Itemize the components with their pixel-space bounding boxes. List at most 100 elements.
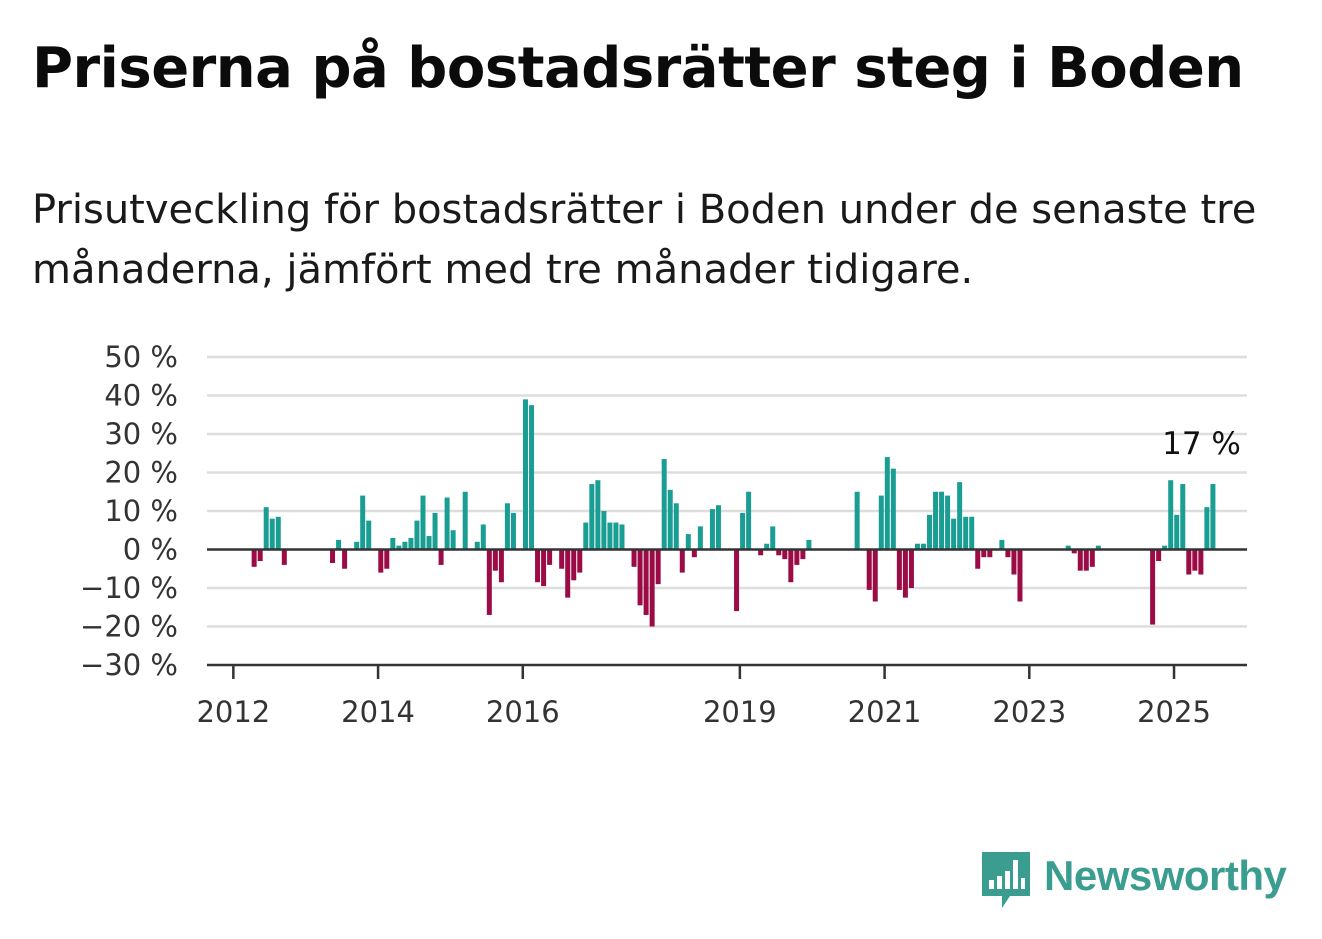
y-tick-label: −20 % xyxy=(80,610,178,644)
y-tick-label: 0 % xyxy=(123,533,178,567)
bar xyxy=(523,399,528,550)
bar xyxy=(920,543,926,550)
x-tick-label: 2023 xyxy=(992,695,1066,729)
bar xyxy=(336,539,342,550)
bar xyxy=(1150,549,1156,625)
bar xyxy=(535,549,541,583)
bar xyxy=(541,549,547,587)
bar xyxy=(927,514,933,550)
bar xyxy=(1011,549,1017,575)
bar xyxy=(378,549,384,573)
bar xyxy=(1180,484,1186,550)
bar xyxy=(637,549,643,606)
bar xyxy=(655,549,661,585)
bar xyxy=(975,549,981,569)
bar xyxy=(384,549,390,569)
bar xyxy=(444,497,450,550)
bar xyxy=(764,543,770,550)
bar xyxy=(661,459,667,550)
bar xyxy=(981,549,987,558)
bar xyxy=(257,549,263,562)
x-tick-label: 2025 xyxy=(1137,695,1211,729)
y-tick-label: 30 % xyxy=(104,417,178,451)
bar xyxy=(529,405,535,550)
bar xyxy=(498,549,504,583)
bar xyxy=(1198,549,1204,575)
bar xyxy=(957,482,963,550)
bar xyxy=(619,524,625,550)
chart-title: Priserna på bostadsrätter steg i Boden xyxy=(32,36,1244,101)
x-tick-label: 2021 xyxy=(848,695,922,729)
bar xyxy=(1083,549,1089,571)
bar xyxy=(782,549,788,560)
bar-chart: −30 % −20 % −10 % 0 % 10 % 20 % 30 % 40 % 50 % 20… xyxy=(80,340,1247,729)
x-tick-label: 2016 xyxy=(486,695,560,729)
bar xyxy=(945,495,951,550)
bar xyxy=(402,541,408,550)
bar xyxy=(354,541,360,550)
bar xyxy=(697,526,703,550)
bar xyxy=(1005,549,1011,558)
bar xyxy=(1071,549,1077,554)
chart-subtitle: Prisutveckling för bostadsrätter i Boden… xyxy=(32,187,1257,293)
bar xyxy=(987,549,993,558)
tick-labels: −30 % −20 % −10 % 0 % 10 % 20 % 30 % 40 % 50 % 20… xyxy=(80,340,1241,729)
bar xyxy=(649,549,655,627)
bar xyxy=(1065,545,1071,550)
y-tick-label: 10 % xyxy=(104,494,178,528)
grid-lines xyxy=(207,355,1247,628)
bar xyxy=(667,489,673,550)
bar xyxy=(607,522,613,550)
bar xyxy=(1095,545,1101,550)
bar xyxy=(281,549,287,565)
bar xyxy=(613,522,619,550)
bar xyxy=(673,503,679,550)
bar xyxy=(486,549,492,615)
bar xyxy=(1192,549,1198,571)
bar xyxy=(800,549,806,560)
latest-value-annotation: 17 % xyxy=(1162,426,1241,462)
bar xyxy=(601,511,607,550)
bar xyxy=(715,505,721,550)
bar xyxy=(691,549,697,558)
bar xyxy=(263,507,269,550)
bar xyxy=(504,503,510,550)
bar xyxy=(631,549,637,567)
newsworthy-logo: Newsworthy xyxy=(980,850,1287,910)
bar xyxy=(806,539,812,550)
bar xyxy=(890,468,896,550)
bar xyxy=(878,495,884,550)
bar xyxy=(571,549,577,581)
bar xyxy=(770,526,776,550)
brand-name: Newsworthy xyxy=(1044,852,1287,899)
bar xyxy=(510,512,516,550)
bar xyxy=(577,549,583,573)
bar xyxy=(1089,549,1095,567)
bar xyxy=(547,549,553,565)
bar xyxy=(788,549,794,583)
x-tick-label: 2012 xyxy=(196,695,270,729)
y-tick-label: 40 % xyxy=(104,379,178,413)
bar xyxy=(414,520,420,550)
bar xyxy=(565,549,571,598)
bar xyxy=(432,512,438,550)
bar xyxy=(679,549,685,573)
bar xyxy=(914,543,920,550)
bar xyxy=(1077,549,1083,571)
bar xyxy=(963,516,969,550)
bar xyxy=(1156,549,1162,562)
bar xyxy=(896,549,902,590)
bar xyxy=(595,480,601,550)
bar xyxy=(951,518,957,550)
bar xyxy=(474,541,480,550)
bar xyxy=(908,549,914,588)
bar xyxy=(583,522,589,550)
newsworthy-logo-icon xyxy=(982,852,1030,908)
bar xyxy=(794,549,800,565)
bar xyxy=(1186,549,1192,575)
bars xyxy=(251,399,1216,627)
bar xyxy=(746,491,752,550)
bar xyxy=(589,484,595,550)
x-tick-label: 2019 xyxy=(703,695,777,729)
bar xyxy=(854,491,860,550)
